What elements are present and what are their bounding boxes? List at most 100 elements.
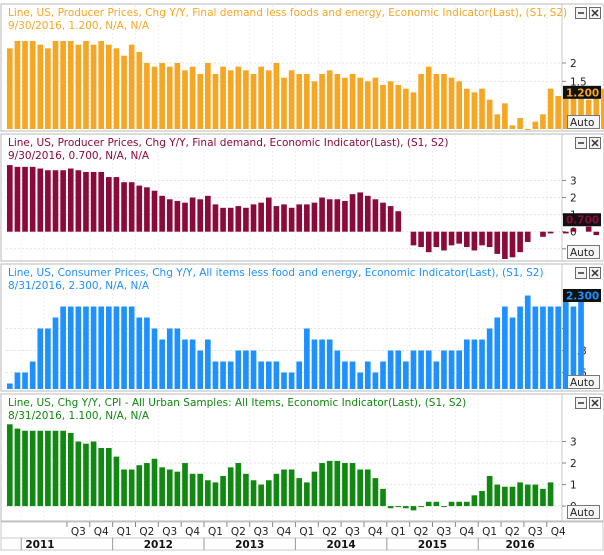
bar: [212, 482, 219, 507]
bar: [250, 74, 257, 129]
bar: [205, 339, 211, 389]
bar: [326, 199, 333, 232]
bar: [441, 350, 447, 389]
bar: [349, 194, 356, 232]
y-tick-label: 1: [570, 480, 577, 492]
bar: [562, 295, 569, 389]
bar: [14, 372, 21, 389]
bar: [67, 432, 74, 507]
bar: [441, 506, 447, 508]
panel-2: -10123Line, US, Producer Prices, Chg Y/Y…: [0, 133, 604, 262]
bar: [265, 480, 272, 507]
bar: [182, 202, 188, 232]
bar: [555, 306, 562, 389]
auto-scale-button[interactable]: [567, 245, 600, 259]
panel-subtitle: 9/30/2016, 1.200, N/A, N/A: [8, 20, 150, 32]
bar: [288, 207, 295, 232]
bar: [479, 88, 485, 129]
bar: [334, 460, 341, 507]
bar: [136, 317, 143, 389]
bar: [380, 361, 386, 389]
x-tick-label: Q3: [254, 526, 269, 538]
bar: [364, 361, 371, 389]
bar: [502, 103, 508, 129]
bar: [532, 121, 539, 129]
bar: [540, 114, 546, 129]
bar: [372, 199, 379, 232]
bar: [593, 231, 600, 236]
x-tick-label: Q4: [551, 526, 566, 538]
bar: [349, 463, 356, 507]
bar: [90, 44, 97, 129]
bar: [52, 317, 59, 389]
bar: [250, 480, 257, 507]
bar: [227, 70, 234, 129]
bar: [570, 306, 577, 389]
x-tick-label: Q1: [482, 526, 497, 538]
bar: [37, 430, 44, 507]
bar: [67, 306, 74, 389]
last-value-badge: [563, 289, 601, 302]
bar: [235, 206, 242, 232]
bar: [60, 170, 66, 232]
bar: [380, 488, 386, 507]
y-tick-label: 2: [570, 58, 577, 70]
bar: [372, 372, 379, 389]
bar: [212, 361, 219, 389]
year-label: 2015: [418, 539, 447, 551]
x-axis: Q3 Q4 Q1 Q2 Q3 Q4 Q1 Q2 Q3 Q4 Q1 Q2 Q3 Q4 Q1 Q2 Q3 Q4 Q1 Q2…: [0, 521, 604, 551]
bar: [418, 506, 424, 508]
bar: [151, 458, 158, 507]
bar: [98, 41, 105, 129]
bar: [151, 190, 158, 232]
bar: [90, 441, 97, 507]
bar: [509, 317, 516, 389]
x-tick-label: Q3: [345, 526, 360, 538]
bar: [265, 361, 272, 389]
bar: [197, 473, 204, 507]
bar: [425, 350, 432, 389]
bar: [90, 171, 97, 232]
close-icon: [591, 9, 599, 17]
bar: [121, 469, 127, 507]
bar: [578, 88, 584, 129]
bar: [182, 70, 188, 129]
bar: [387, 81, 394, 129]
x-tick-label: Q4: [185, 526, 200, 538]
bar: [380, 85, 386, 129]
bar: [273, 63, 280, 129]
y-axis-area: [562, 395, 603, 520]
bar: [448, 77, 455, 129]
bar: [494, 317, 501, 389]
x-tick-label: Q1: [117, 526, 132, 538]
bar: [273, 206, 280, 232]
bar: [22, 166, 28, 232]
bar: [562, 96, 569, 129]
bar: [67, 41, 74, 129]
bar: [486, 475, 493, 507]
bar: [205, 195, 211, 232]
bar: [197, 199, 204, 232]
bar: [250, 350, 257, 389]
auto-scale-button[interactable]: [567, 115, 600, 129]
bar: [14, 166, 21, 232]
last-value-label: 1.200: [566, 87, 599, 99]
bar: [159, 195, 165, 232]
x-tick-label: Q2: [414, 526, 429, 538]
bar: [189, 197, 196, 232]
auto-scale-button[interactable]: [567, 505, 600, 519]
bar: [524, 231, 531, 242]
year-label: 2012: [144, 539, 173, 551]
auto-scale-button[interactable]: [567, 375, 600, 389]
bar: [532, 306, 539, 389]
bar: [570, 228, 577, 232]
panel-3: 1.61.82Line, US, Consumer Prices, Chg Y/…: [0, 263, 604, 392]
bar: [395, 506, 402, 508]
bar: [395, 350, 402, 389]
bar: [410, 506, 417, 511]
bar: [45, 48, 51, 129]
bar: [174, 471, 181, 507]
y-tick-label: 3: [570, 437, 577, 449]
bar: [166, 328, 173, 389]
